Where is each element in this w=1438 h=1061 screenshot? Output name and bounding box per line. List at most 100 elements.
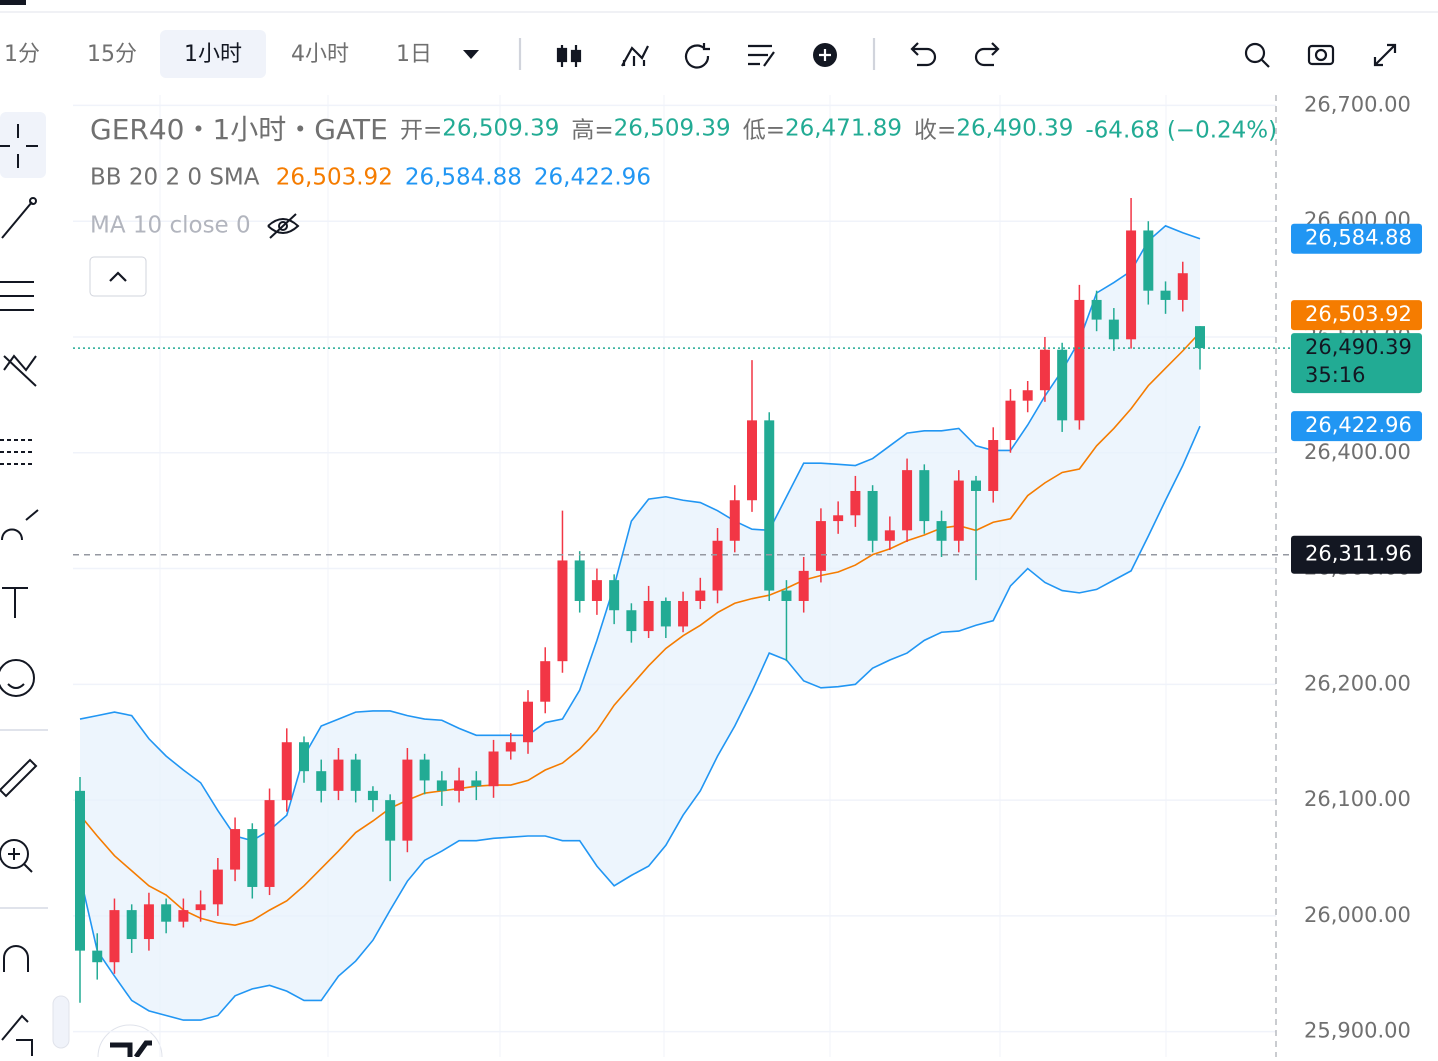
- candle-body: [419, 759, 430, 781]
- y-tick-label: 26,700.00: [1304, 92, 1411, 116]
- candle-body: [436, 780, 447, 791]
- candle-body: [626, 610, 637, 632]
- price-badge: [1291, 223, 1422, 254]
- price-axis: 25,900.00 26,000.00 26,100.00 26,200.00 26,3…: [1291, 92, 1422, 1043]
- candle-body: [1022, 390, 1033, 401]
- indicator-value: 26,503.92: [276, 165, 393, 191]
- collapse-icon: [109, 271, 127, 282]
- candle-body: [919, 470, 930, 522]
- band-line: [79, 425, 1201, 1021]
- candle-body: [712, 540, 723, 591]
- price-badge: [1291, 333, 1422, 394]
- candle-body: [1177, 273, 1188, 300]
- interval-button[interactable]: 1分: [4, 42, 40, 67]
- candle-body: [471, 780, 482, 787]
- candle-body: [505, 742, 516, 752]
- candle-body: [1108, 319, 1119, 340]
- ohlc-value: 26,509.39: [442, 116, 559, 142]
- ohlc-key: 高=: [571, 118, 613, 144]
- left-toolbar: [0, 112, 163, 1061]
- candle-body: [574, 560, 585, 601]
- collapse-button[interactable]: [89, 256, 147, 297]
- candle-body: [402, 759, 413, 841]
- ohlc-key: 低=: [743, 118, 785, 144]
- candle-body: [988, 440, 999, 491]
- candle-body: [781, 590, 792, 601]
- interval-button[interactable]: 1小时: [184, 42, 242, 67]
- price-badge-label: 26,490.39: [1305, 335, 1412, 359]
- eye-off-icon: [267, 213, 300, 239]
- candle-body: [798, 570, 809, 601]
- candle-body: [591, 580, 602, 601]
- indicator-value: 26,584.88: [405, 165, 522, 191]
- ohlc-value: 26,509.39: [614, 116, 731, 142]
- candle-body: [678, 600, 689, 627]
- candle-body: [729, 500, 740, 541]
- candle-body: [695, 590, 706, 601]
- candle-body: [488, 751, 499, 787]
- indicator-name: MA 10 close 0: [90, 213, 251, 239]
- candle-body: [1005, 400, 1016, 441]
- y-tick-label: 26,400.00: [1304, 440, 1411, 464]
- ohlc-value: 26,471.89: [785, 116, 902, 142]
- candle-body: [299, 742, 309, 772]
- candle-body: [1057, 349, 1068, 421]
- indicator-value: 26,422.96: [534, 165, 651, 191]
- candle-body: [747, 420, 757, 501]
- symbol-title: GER40・1小时・GATE: [90, 113, 388, 146]
- interval-button[interactable]: 4小时: [291, 42, 349, 67]
- candle-body: [1126, 230, 1137, 340]
- y-tick-label: 25,900.00: [1304, 1019, 1411, 1043]
- candle-body: [1195, 326, 1205, 349]
- candle-body: [92, 950, 103, 963]
- candle-body: [333, 759, 344, 791]
- candle-body: [109, 910, 120, 963]
- candle-body: [1143, 230, 1154, 291]
- change: -64.68 (−0.24%): [1085, 118, 1277, 144]
- candle-body: [815, 521, 826, 571]
- candle-body: [971, 480, 981, 491]
- candle-body: [643, 600, 654, 632]
- candle-body: [281, 742, 292, 801]
- candle-body: [350, 759, 361, 791]
- candle-body: [609, 580, 620, 611]
- candle-body: [523, 701, 533, 743]
- plot: [73, 104, 1290, 1033]
- price-badge: [1291, 300, 1422, 331]
- legend: GER40・1小时・GATE 开= 26,509.39 高= 26,509.39 低= 2…: [89, 113, 1277, 297]
- candle-body: [540, 661, 551, 702]
- candle-body: [833, 515, 844, 522]
- toolbar: 1分 15分 1小时 4小时 1日: [4, 30, 432, 78]
- ohlc-legend: 开= 26,509.39 高= 26,509.39 低= 26,471.89 收= 26,49…: [400, 116, 1277, 144]
- candle-body: [936, 521, 947, 541]
- corner: [0, 0, 26, 5]
- ohlc-key: 开=: [400, 118, 442, 144]
- price-badge: [1291, 411, 1422, 442]
- candle-body: [1039, 349, 1050, 391]
- y-tick-label: 26,200.00: [1304, 671, 1411, 695]
- interval-button[interactable]: 15分: [87, 42, 137, 67]
- interval-button[interactable]: 1日: [396, 42, 432, 67]
- candle-body: [230, 829, 241, 870]
- y-tick-label: 26,000.00: [1304, 903, 1411, 927]
- candle-body: [75, 790, 85, 951]
- toolbar-icons: [463, 38, 1397, 70]
- candle-body: [247, 829, 258, 887]
- y-tick-label: 26,100.00: [1304, 787, 1411, 811]
- candle-body: [1074, 299, 1085, 421]
- candle-body: [178, 910, 189, 922]
- candle-body: [1160, 290, 1171, 300]
- candle-body: [850, 490, 861, 516]
- candle-body: [1091, 299, 1102, 320]
- candle-body: [454, 780, 465, 791]
- candle-body: [557, 560, 568, 662]
- ohlc-key: 收=: [914, 118, 956, 144]
- candle-body: [161, 904, 172, 922]
- candle-body: [316, 771, 327, 791]
- active-interval-bg: [160, 30, 266, 78]
- countdown: 35:16: [1305, 363, 1366, 387]
- candle-body: [902, 470, 913, 531]
- price-badge-label: 26,584.88: [1305, 226, 1412, 250]
